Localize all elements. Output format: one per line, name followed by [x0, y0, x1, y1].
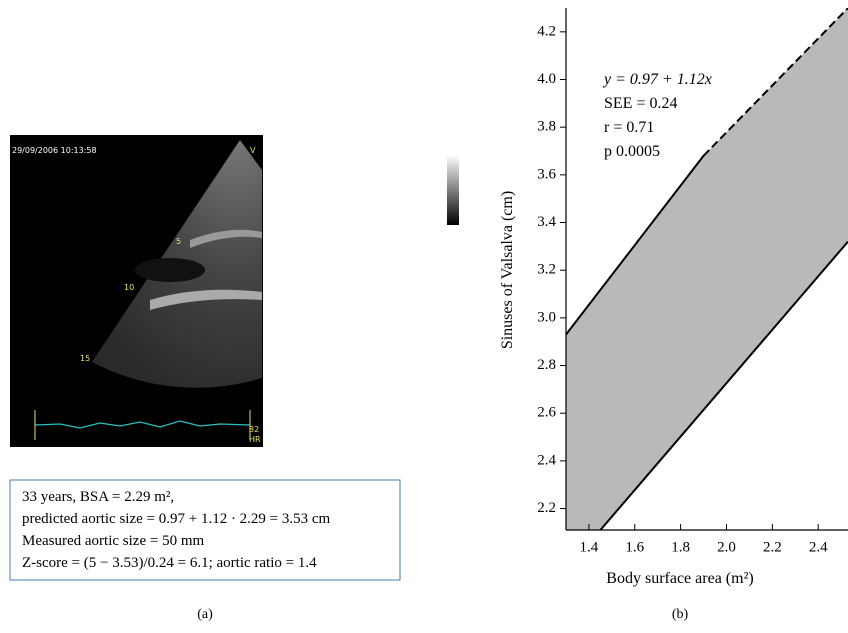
- y-tick-label: 4.2: [537, 23, 556, 39]
- x-tick-label: 2.4: [809, 539, 828, 555]
- y-tick-label: 2.6: [537, 405, 556, 421]
- y-tick-label: 3.2: [537, 262, 556, 278]
- y-tick-label: 2.2: [537, 500, 556, 516]
- depth: 10: [124, 283, 134, 292]
- caption-line: Z-score = (5 − 3.53)/0.24 = 6.1; aortic …: [22, 555, 317, 571]
- x-tick-label: 1.6: [625, 539, 644, 555]
- y-tick-label: 2.8: [537, 357, 556, 373]
- ultrasound-image: 29/09/2006 10:13:58 V 5 10 15 82 HR: [10, 135, 459, 447]
- y-axis-label: Sinuses of Valsalva (cm): [499, 191, 516, 349]
- annotation: p 0.0005: [604, 143, 660, 160]
- x-tick-label: 2.0: [717, 539, 736, 555]
- panel-label: (a): [197, 607, 213, 622]
- annotation: SEE = 0.24: [604, 95, 677, 112]
- band-edge: [566, 155, 705, 336]
- x-tick-label: 1.8: [671, 539, 690, 555]
- heart-rate-unit: HR: [249, 435, 261, 444]
- timestamp: 29/09/2006 10:13:58: [12, 146, 97, 155]
- y-tick-label: 3.4: [537, 214, 556, 230]
- band-edge: [599, 240, 848, 530]
- y-tick-label: 3.6: [537, 166, 556, 182]
- heart-rate: 82: [249, 425, 259, 434]
- panel-label: (b): [672, 607, 689, 622]
- caption-line: predicted aortic size = 0.97 + 1.12 · 2.…: [22, 511, 331, 527]
- annotation: r = 0.71: [604, 119, 654, 136]
- band-edge: [702, 8, 848, 157]
- caption-line: Measured aortic size = 50 mm: [22, 533, 204, 549]
- chart: 2.2 2.4 2.6 2.8 3.0 3.2 3.4 3.6 3.8 4.0 4.2 1.4 1.6 1…: [537, 8, 848, 555]
- x-tick-label: 2.2: [763, 539, 782, 555]
- x-axis-label: Body surface area (m²): [606, 570, 753, 587]
- x-tick-label: 1.4: [580, 539, 599, 555]
- y-tick-label: 3.0: [537, 309, 556, 325]
- y-tick-label: 4.0: [537, 71, 556, 87]
- caption-line: 33 years, BSA = 2.29 m²,: [22, 489, 174, 505]
- y-tick-label: 3.8: [537, 119, 556, 135]
- annotation: y = 0.97 + 1.12x: [602, 71, 712, 88]
- caption-box: [9, 479, 401, 581]
- marker: V: [250, 146, 256, 155]
- depth: 5: [176, 237, 181, 246]
- y-tick-label: 2.4: [537, 452, 556, 468]
- band-area: [566, 8, 848, 530]
- depth: 15: [80, 354, 90, 363]
